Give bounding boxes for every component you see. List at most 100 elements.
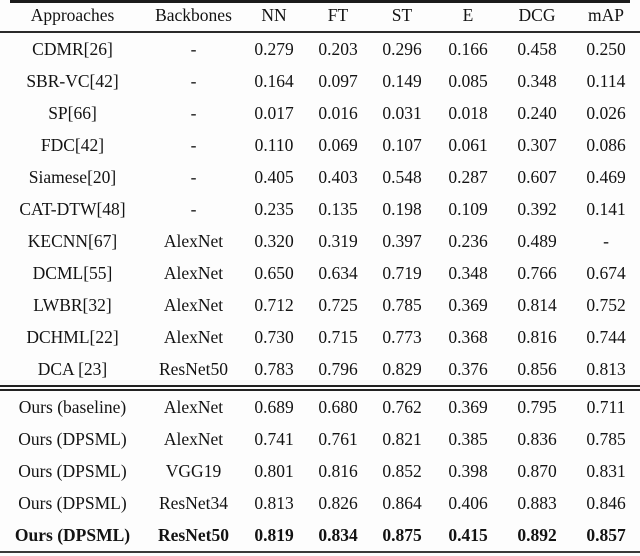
backbone-cell: - bbox=[190, 134, 197, 155]
metric-dcg-cell: 0.458 bbox=[517, 38, 557, 59]
approach-cell: FDC[42] bbox=[40, 134, 105, 155]
approach-cell: SP[66] bbox=[48, 102, 97, 123]
metric-map-cell: 0.469 bbox=[586, 166, 626, 187]
table-row: Ours (DPSML) ResNet34 0.813 0.826 0.864 0.406… bbox=[0, 487, 640, 519]
header-st: ST bbox=[370, 0, 434, 33]
metric-map-cell: 0.831 bbox=[586, 460, 626, 481]
metric-e-cell: 0.369 bbox=[448, 294, 488, 315]
metric-map-cell: 0.114 bbox=[586, 70, 626, 91]
metric-e-cell: 0.398 bbox=[448, 460, 488, 481]
approach-cell: CDMR[26] bbox=[32, 38, 113, 59]
approach-cell: Ours (DPSML) bbox=[18, 492, 127, 513]
metric-ft-cell: 0.135 bbox=[318, 198, 358, 219]
metric-ft-cell: 0.319 bbox=[318, 230, 358, 251]
metric-st-cell: 0.875 bbox=[382, 524, 422, 545]
metric-ft-cell: 0.826 bbox=[318, 492, 358, 513]
metric-nn-cell: 0.783 bbox=[254, 358, 294, 379]
metric-st-cell: 0.397 bbox=[382, 230, 422, 251]
metric-nn-cell: 0.689 bbox=[242, 385, 306, 423]
backbone-cell: AlexNet bbox=[163, 230, 224, 251]
header-nn: NN bbox=[242, 0, 306, 33]
metric-dcg-cell: 0.392 bbox=[517, 198, 557, 219]
metric-nn-cell: 0.017 bbox=[254, 102, 294, 123]
metric-dcg-cell: 0.856 bbox=[517, 358, 557, 379]
header-backbones: Backbones bbox=[145, 0, 242, 33]
metric-e-cell: 0.166 bbox=[448, 38, 488, 59]
metric-dcg-cell: 0.883 bbox=[517, 492, 557, 513]
table-row: Ours (baseline) AlexNet 0.689 0.680 0.762 0.3… bbox=[0, 385, 640, 423]
metric-dcg-cell: 0.348 bbox=[517, 70, 557, 91]
table-row: CAT-DTW[48] - 0.235 0.135 0.198 0.109 0.392 0.1… bbox=[0, 193, 640, 225]
backbone-cell: ResNet50 bbox=[158, 358, 229, 379]
header-dcg: DCG bbox=[502, 0, 572, 33]
table-row: SBR-VC[42] - 0.164 0.097 0.149 0.085 0.348 0.11… bbox=[0, 65, 640, 97]
metric-e-cell: 0.385 bbox=[448, 428, 488, 449]
metric-nn-cell: 0.650 bbox=[254, 262, 294, 283]
metric-st-cell: 0.107 bbox=[382, 134, 422, 155]
metric-dcg-cell: 0.489 bbox=[517, 230, 557, 251]
metric-map-cell: - bbox=[603, 230, 609, 251]
backbone-cell: - bbox=[190, 38, 197, 59]
metric-e-cell: 0.018 bbox=[448, 102, 488, 123]
approach-cell: DCML[55] bbox=[32, 262, 113, 283]
metric-ft-cell: 0.715 bbox=[318, 326, 358, 347]
metric-dcg-cell: 0.240 bbox=[517, 102, 557, 123]
approach-cell: Ours (DPSML) bbox=[14, 524, 131, 545]
metric-e-cell: 0.348 bbox=[448, 262, 488, 283]
backbone-cell: VGG19 bbox=[165, 460, 222, 481]
approach-cell: KECNN[67] bbox=[27, 230, 118, 251]
metric-ft-cell: 0.016 bbox=[318, 102, 358, 123]
metric-dcg-cell: 0.816 bbox=[517, 326, 557, 347]
table-header: Approaches Backbones NN FT ST E DCG mAP bbox=[0, 0, 640, 33]
metric-dcg-cell: 0.795 bbox=[502, 385, 572, 423]
metric-st-cell: 0.762 bbox=[370, 385, 434, 423]
table-row: SP[66] - 0.017 0.016 0.031 0.018 0.240 0.026 bbox=[0, 97, 640, 129]
metric-ft-cell: 0.816 bbox=[318, 460, 358, 481]
header-ft: FT bbox=[306, 0, 370, 33]
table-row: DCML[55] AlexNet 0.650 0.634 0.719 0.348 0.766… bbox=[0, 257, 640, 289]
metric-nn-cell: 0.405 bbox=[254, 166, 294, 187]
backbone-cell: AlexNet bbox=[163, 326, 224, 347]
table-row: CDMR[26] - 0.279 0.203 0.296 0.166 0.458 0.250 bbox=[0, 32, 640, 65]
metric-st-cell: 0.296 bbox=[382, 38, 422, 59]
metric-e-cell: 0.085 bbox=[448, 70, 488, 91]
metric-nn-cell: 0.741 bbox=[254, 428, 294, 449]
metric-ft-cell: 0.834 bbox=[318, 524, 358, 545]
metric-ft-cell: 0.725 bbox=[318, 294, 358, 315]
metric-map-cell: 0.674 bbox=[586, 262, 626, 283]
metric-map-cell: 0.813 bbox=[586, 358, 626, 379]
metric-map-cell: 0.846 bbox=[586, 492, 626, 513]
metric-st-cell: 0.149 bbox=[382, 70, 422, 91]
metric-dcg-cell: 0.836 bbox=[517, 428, 557, 449]
approach-cell: LWBR[32] bbox=[33, 294, 112, 315]
metric-st-cell: 0.852 bbox=[382, 460, 422, 481]
metric-ft-cell: 0.403 bbox=[318, 166, 358, 187]
backbone-cell: - bbox=[190, 102, 197, 123]
backbone-cell: - bbox=[190, 70, 197, 91]
metric-ft-cell: 0.069 bbox=[318, 134, 358, 155]
metric-st-cell: 0.773 bbox=[382, 326, 422, 347]
metric-dcg-cell: 0.607 bbox=[517, 166, 557, 187]
metric-nn-cell: 0.801 bbox=[254, 460, 294, 481]
metric-nn-cell: 0.819 bbox=[254, 524, 294, 545]
table-row: Siamese[20] - 0.405 0.403 0.548 0.287 0.607 0.4… bbox=[0, 161, 640, 193]
metric-dcg-cell: 0.814 bbox=[517, 294, 557, 315]
metric-dcg-cell: 0.870 bbox=[517, 460, 557, 481]
metric-e-cell: 0.369 bbox=[434, 385, 502, 423]
metric-st-cell: 0.821 bbox=[382, 428, 422, 449]
metric-st-cell: 0.031 bbox=[382, 102, 422, 123]
metric-nn-cell: 0.110 bbox=[254, 134, 294, 155]
metric-e-cell: 0.061 bbox=[448, 134, 488, 155]
metric-st-cell: 0.829 bbox=[382, 358, 422, 379]
metric-dcg-cell: 0.766 bbox=[517, 262, 557, 283]
approach-cell: Ours (DPSML) bbox=[18, 460, 127, 481]
metric-e-cell: 0.287 bbox=[448, 166, 488, 187]
approach-cell: DCA [23] bbox=[37, 358, 108, 379]
table-row: KECNN[67] AlexNet 0.320 0.319 0.397 0.236 0.48… bbox=[0, 225, 640, 257]
table-row: Ours (DPSML) AlexNet 0.741 0.761 0.821 0.385 0… bbox=[0, 423, 640, 455]
header-approaches: Approaches bbox=[0, 0, 145, 33]
metric-nn-cell: 0.712 bbox=[254, 294, 294, 315]
metric-st-cell: 0.198 bbox=[382, 198, 422, 219]
metric-st-cell: 0.864 bbox=[382, 492, 422, 513]
